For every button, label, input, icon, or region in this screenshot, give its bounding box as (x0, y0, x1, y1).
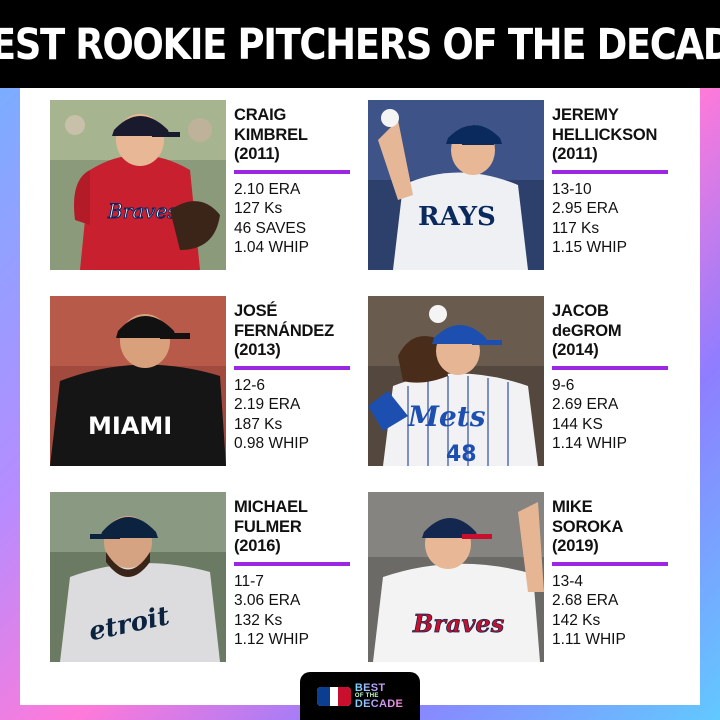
stat-line: 3.06 ERA (234, 592, 301, 609)
pitcher-photo: RAYS (368, 100, 544, 270)
pitcher-tigers-jersey-icon: etroit (50, 492, 226, 662)
pitcher-info: JACOB deGROM (2014) 9-6 2.69 ERA 144 KS 1.… (552, 302, 682, 454)
stat-line: 0.98 WHIP (234, 435, 309, 452)
stat-line: 1.11 WHIP (552, 631, 626, 648)
stat-list: 9-6 2.69 ERA 144 KS 1.14 WHIP (552, 376, 682, 454)
stat-line: 127 Ks (234, 200, 283, 217)
pitcher-name: MIKE SOROKA (2019) (552, 498, 624, 555)
pitcher-card: Braves MIKE SOROKA (2019) 13-4 2.68 ERA 14… (368, 492, 678, 664)
name-divider (234, 169, 350, 174)
pitcher-braves-white-jersey-icon: Braves (368, 492, 544, 662)
name-divider (234, 561, 350, 566)
stat-line: 2.69 ERA (552, 396, 619, 413)
stat-line: 2.10 ERA (234, 180, 301, 198)
svg-text:Mets: Mets (407, 400, 486, 433)
stat-line: 144 KS (552, 415, 603, 433)
stat-line: 2.95 ERA (552, 200, 619, 217)
stat-list: 2.10 ERA 127 Ks 46 SAVES 1.04 WHIP (234, 180, 364, 258)
badge-text: BEST OF THE DECADE (354, 683, 404, 710)
name-divider (552, 561, 668, 566)
pitcher-mets-jersey-icon: Mets 48 (368, 296, 544, 466)
stat-line: 46 SAVES (234, 219, 307, 237)
badge-line-of-the: OF THE (354, 693, 379, 699)
stat-list: 13-10 2.95 ERA 117 Ks 1.15 WHIP (552, 180, 682, 258)
pitcher-photo: Braves (368, 492, 544, 662)
pitcher-card: Mets 48 JACOB deGROM (2014) 9-6 2.69 ERA 1… (368, 296, 678, 468)
pitcher-info: JEREMY HELLICKSON (2011) 13-10 2.95 ERA 11… (552, 106, 682, 258)
pitcher-name: JOSÉ FERNÁNDEZ (2013) (234, 302, 334, 359)
best-of-decade-badge: BEST OF THE DECADE (300, 672, 420, 720)
pitcher-photo: etroit (50, 492, 226, 662)
stat-list: 11-7 3.06 ERA 132 Ks 1.12 WHIP (234, 572, 364, 650)
stat-line: 2.19 ERA (234, 396, 301, 413)
stat-line: 187 Ks (234, 415, 283, 433)
stat-line: 13-4 (552, 572, 584, 590)
stat-line: 1.04 WHIP (234, 239, 309, 256)
pitcher-name: JACOB deGROM (2014) (552, 302, 622, 359)
badge-line-decade: DECADE (354, 698, 404, 710)
pitcher-info: MICHAEL FULMER (2016) 11-7 3.06 ERA 132 Ks… (234, 498, 364, 650)
stat-list: 13-4 2.68 ERA 142 Ks 1.11 WHIP (552, 572, 682, 650)
svg-text:RAYS: RAYS (418, 202, 496, 232)
pitcher-braves-red-jersey-icon: Braves (50, 100, 226, 270)
svg-text:48: 48 (446, 442, 477, 466)
stat-line: 2.68 ERA (552, 592, 619, 609)
content-panel: Braves CRAIG KIMBREL (2011) 2.10 ERA 127 K… (20, 88, 700, 705)
pitcher-name: CRAIG KIMBREL (2011) (234, 106, 308, 163)
pitcher-rays-jersey-icon: RAYS (368, 100, 544, 270)
name-divider (234, 365, 350, 370)
pitcher-info: JOSÉ FERNÁNDEZ (2013) 12-6 2.19 ERA 187 Ks… (234, 302, 364, 454)
page-title: BEST ROOKIE PITCHERS OF THE DECADE (0, 19, 720, 69)
stat-line: 1.14 WHIP (552, 435, 627, 452)
stat-line: 9-6 (552, 376, 575, 394)
stat-list: 12-6 2.19 ERA 187 Ks 0.98 WHIP (234, 376, 364, 454)
pitcher-card: etroit MICHAEL FULMER (2016) 11-7 3.06 ERA… (50, 492, 360, 664)
svg-text:Braves: Braves (107, 199, 178, 223)
name-divider (552, 169, 668, 174)
pitcher-name: MICHAEL FULMER (2016) (234, 498, 308, 555)
pitcher-photo: MIAMI (50, 296, 226, 466)
pitcher-card: RAYS JEREMY HELLICKSON (2011) 13-10 2.95 E… (368, 100, 678, 272)
stat-line: 13-10 (552, 180, 592, 198)
stat-line: 1.12 WHIP (234, 631, 309, 648)
svg-text:Braves: Braves (412, 609, 505, 638)
mlb-logo-icon (316, 686, 351, 706)
pitcher-info: CRAIG KIMBREL (2011) 2.10 ERA 127 Ks 46 SA… (234, 106, 364, 258)
name-divider (552, 365, 668, 370)
stat-line: 142 Ks (552, 611, 601, 629)
pitcher-photo: Mets 48 (368, 296, 544, 466)
svg-text:MIAMI: MIAMI (88, 412, 172, 440)
stat-line: 1.15 WHIP (552, 239, 627, 256)
pitcher-card: MIAMI JOSÉ FERNÁNDEZ (2013) 12-6 2.19 ERA … (50, 296, 360, 468)
badge-line-best: BEST (355, 683, 403, 694)
pitcher-info: MIKE SOROKA (2019) 13-4 2.68 ERA 142 Ks 1.… (552, 498, 682, 650)
pitcher-marlins-jersey-icon: MIAMI (50, 296, 226, 466)
stat-line: 132 Ks (234, 611, 283, 629)
stat-line: 117 Ks (552, 219, 600, 237)
title-bar: BEST ROOKIE PITCHERS OF THE DECADE (0, 0, 720, 88)
pitcher-photo: Braves (50, 100, 226, 270)
stat-line: 11-7 (234, 572, 264, 590)
pitcher-name: JEREMY HELLICKSON (2011) (552, 106, 658, 163)
pitcher-card: Braves CRAIG KIMBREL (2011) 2.10 ERA 127 K… (50, 100, 360, 272)
stat-line: 12-6 (234, 376, 266, 394)
